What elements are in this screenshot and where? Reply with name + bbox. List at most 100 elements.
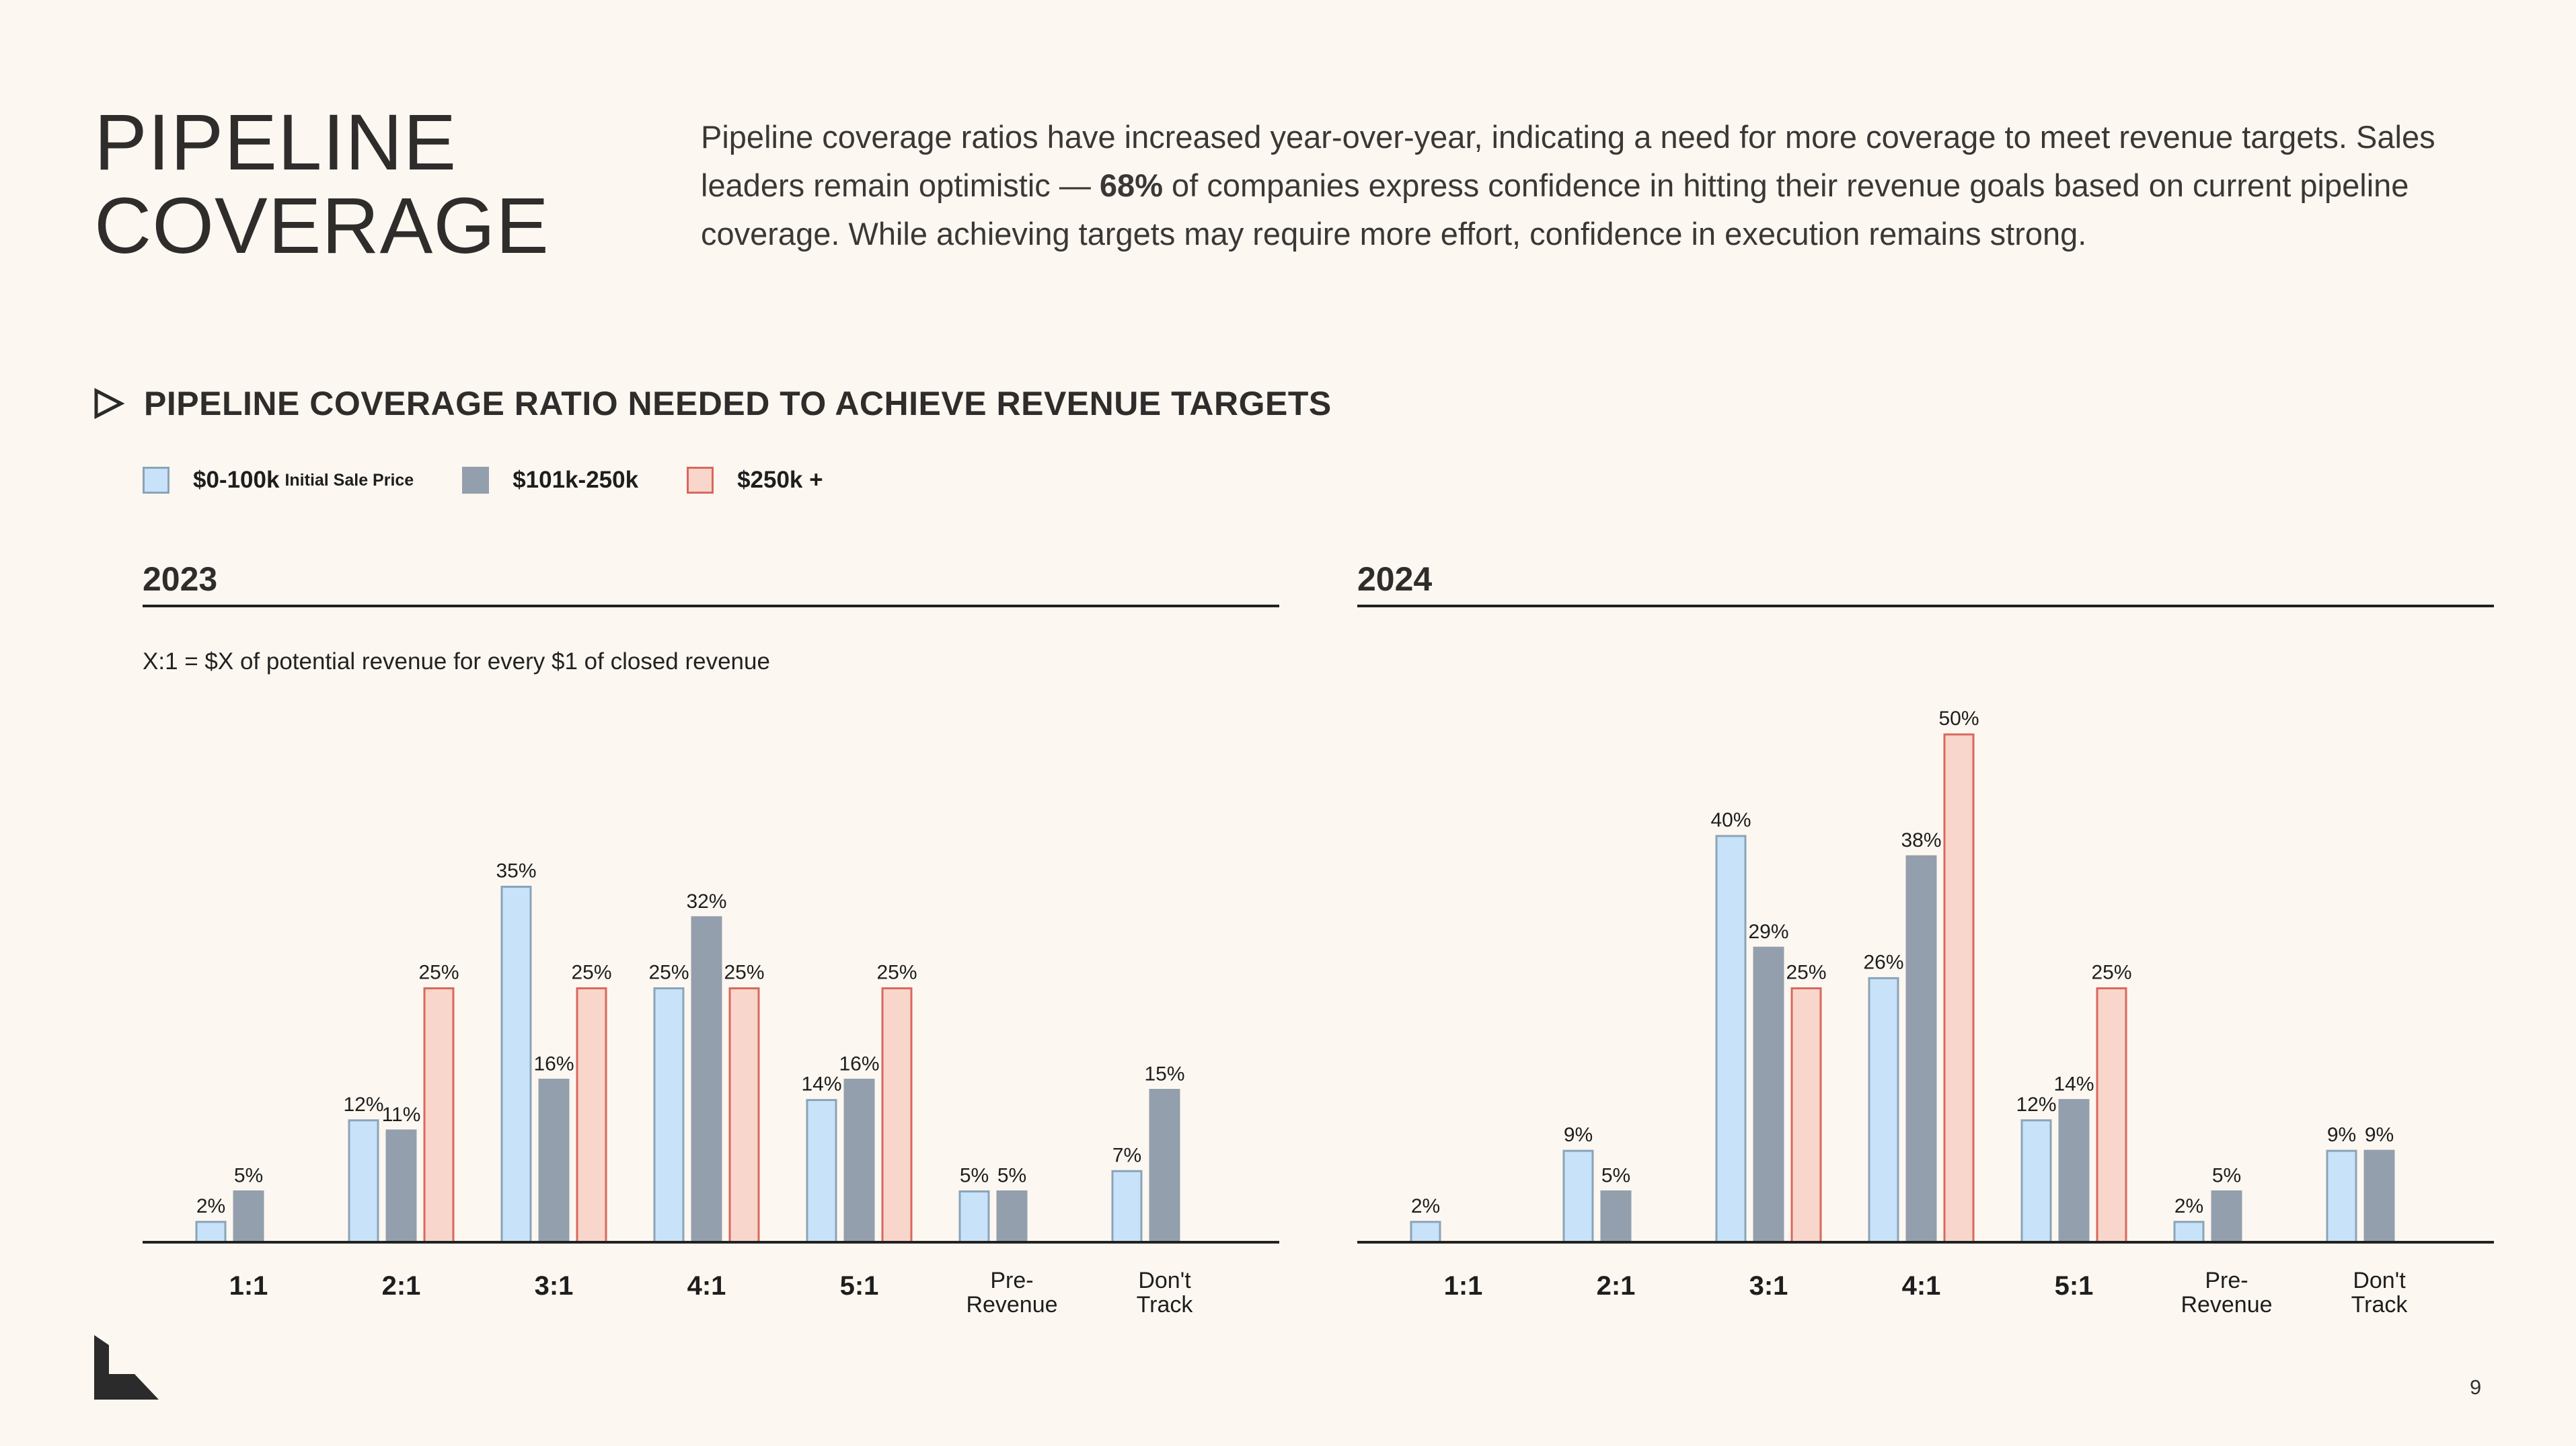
data-label: 5% [2212,1165,2241,1187]
page-title: PIPELINE COVERAGE [94,101,550,268]
data-label: 25% [2091,962,2131,984]
data-label: 5% [234,1165,263,1187]
intro-highlight: 68% [1099,167,1163,203]
bar [500,886,532,1244]
bar [2211,1190,2242,1244]
bar [1600,1190,1632,1244]
bar [1905,855,1937,1244]
data-label: 11% [382,1104,421,1126]
data-label: 7% [1112,1144,1141,1166]
bar [1715,835,1747,1244]
data-label: 50% [1938,708,1979,730]
section-title: PIPELINE COVERAGE RATIO NEEDED TO ACHIEV… [144,385,1332,422]
data-label: 2% [2174,1195,2203,1217]
bar [348,1119,379,1244]
legend-item-250k-plus: $250k + [687,467,823,494]
data-label: 5% [997,1165,1026,1187]
bar [691,916,722,1244]
bar [2096,987,2127,1244]
category-tick-label: 2:1 [1597,1271,1636,1301]
bar [2173,1221,2205,1244]
data-label: 12% [2016,1094,2056,1116]
legend-swatch-250k-plus [687,467,714,494]
data-label: 25% [571,962,611,984]
bar [1753,946,1784,1244]
data-label: 29% [1748,921,1788,943]
bar [1790,987,1822,1244]
bar [996,1190,1028,1244]
bar [2058,1099,2090,1244]
legend-label: $0-100k [193,467,280,493]
triangle-play-outline-icon [94,387,125,420]
category-tick-label: 5:1 [840,1271,879,1301]
category-tick-label: Don't Track [1137,1268,1194,1318]
data-label: 9% [1564,1124,1593,1146]
legend-item-101k-250k: $101k-250k [462,467,638,494]
data-label: 32% [686,890,726,913]
category-tick-label: 5:1 [2055,1271,2094,1301]
bar [1149,1089,1180,1244]
page-number: 9 [2470,1375,2482,1399]
category-tick-label: 3:1 [535,1271,574,1301]
intro-text-2: of companies express confidence in hitti… [701,167,2409,252]
category-tick-label: 3:1 [1749,1271,1788,1301]
data-label: 26% [1863,951,1903,973]
legend-swatch-0-100k [143,467,169,494]
data-label: 9% [2365,1124,2394,1146]
category-tick-label: 1:1 [229,1271,268,1301]
data-label: 5% [1601,1165,1630,1187]
corner-logo-icon [94,1335,159,1400]
data-label: 25% [1786,962,1826,984]
data-label: 25% [724,962,764,984]
section-heading: PIPELINE COVERAGE RATIO NEEDED TO ACHIEV… [91,380,1332,427]
category-tick-label: 1:1 [1444,1271,1483,1301]
bar [1868,977,1899,1244]
bar [843,1078,875,1244]
legend-sublabel: Initial Sale Price [285,470,414,490]
data-label: 2% [1411,1195,1440,1217]
bar [1562,1149,1594,1244]
bar [2020,1119,2052,1244]
category-tick-label: Pre-Revenue [966,1268,1057,1318]
data-label: 38% [1901,829,1941,851]
chart-legend: $0-100k Initial Sale Price $101k-250k $2… [143,467,872,494]
category-tick-label: Don't Track [2351,1268,2409,1318]
bar [2363,1149,2395,1244]
panel-title-2024: 2024 [1357,560,1433,598]
bar [958,1190,990,1244]
bar [538,1078,570,1244]
category-tick-label: Pre-Revenue [2181,1268,2272,1318]
data-label: 16% [533,1053,574,1075]
legend-swatch-101k-250k [462,467,490,494]
data-label: 14% [2053,1073,2094,1096]
data-label: 14% [801,1073,841,1096]
bar [1943,733,1975,1244]
data-label: 16% [839,1053,879,1075]
legend-label: $101k-250k [513,467,639,493]
category-tick-label: 4:1 [1902,1271,1941,1301]
panel-title-2023: 2023 [143,560,218,598]
data-label: 9% [2327,1124,2356,1146]
category-tick-label: 4:1 [687,1271,726,1301]
legend-item-0-100k: $0-100k Initial Sale Price [143,467,414,494]
legend-label: $250k + [737,467,823,493]
data-label: 25% [418,962,459,984]
ratio-explanation-note: X:1 = $X of potential revenue for every … [143,648,770,675]
intro-text-1: Pipeline coverage ratios have increased … [701,119,2435,203]
page-title-line-2: COVERAGE [94,182,550,270]
bar [1410,1221,1441,1244]
intro-paragraph: Pipeline coverage ratios have increased … [701,113,2436,258]
page-title-line-1: PIPELINE [94,98,457,187]
panel-rule-2024 [1357,605,2494,607]
data-label: 40% [1710,809,1751,831]
data-label: 25% [876,962,917,984]
bar [2326,1149,2357,1244]
data-label: 2% [196,1195,225,1217]
data-label: 25% [648,962,689,984]
data-label: 35% [496,860,536,882]
data-label: 15% [1144,1063,1184,1086]
data-label: 5% [960,1165,989,1187]
bar [881,987,913,1244]
